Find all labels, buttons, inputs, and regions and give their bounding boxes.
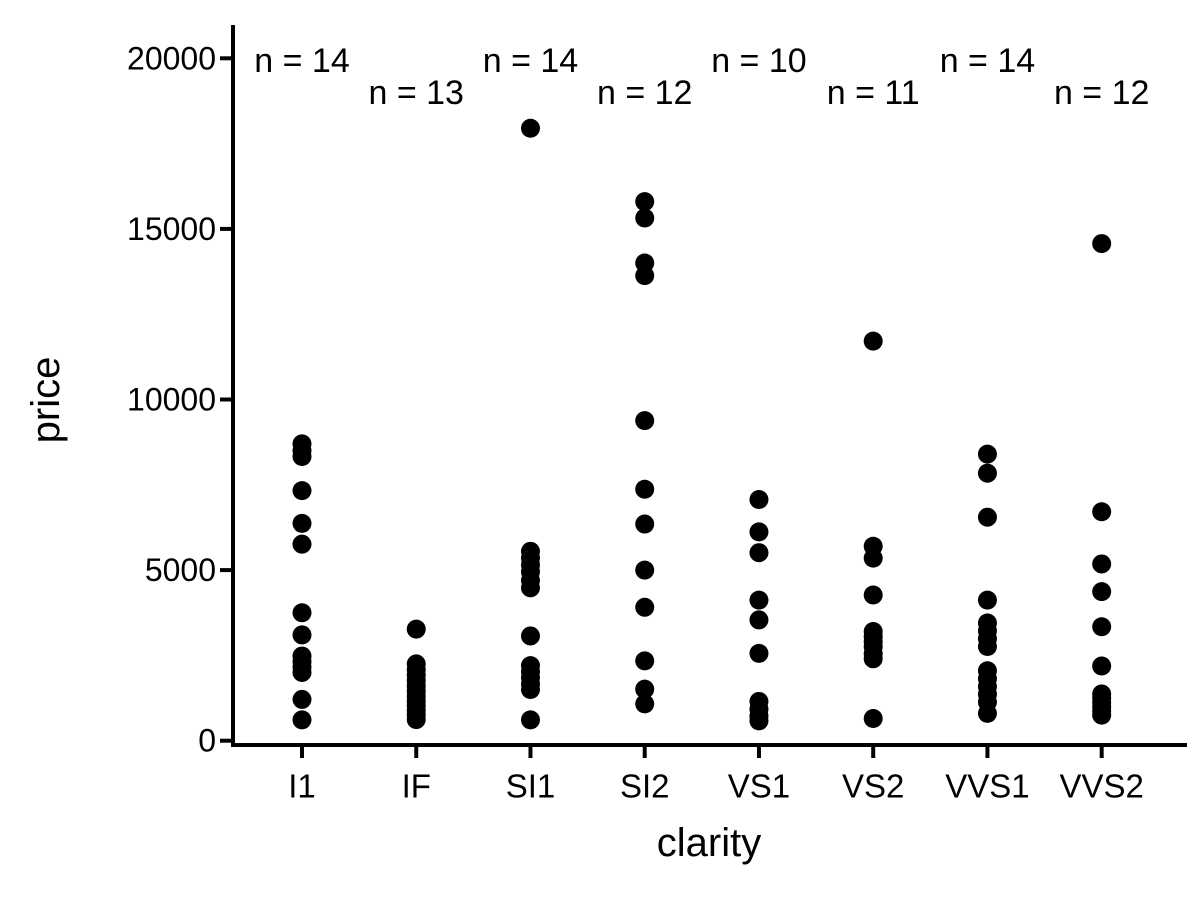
y-axis-title: price xyxy=(24,357,68,444)
data-point xyxy=(635,679,655,699)
data-point xyxy=(292,446,312,466)
count-annotation-si2: n = 12 xyxy=(597,74,692,112)
data-point xyxy=(1092,234,1112,254)
data-point xyxy=(292,513,312,533)
data-point xyxy=(635,411,655,431)
x-tick-label-i1: I1 xyxy=(288,768,316,805)
data-point xyxy=(749,643,769,663)
data-point xyxy=(863,709,883,729)
y-tick-label: 10000 xyxy=(127,382,216,418)
data-point xyxy=(635,514,655,534)
data-point xyxy=(863,649,883,669)
data-point xyxy=(635,597,655,617)
data-point xyxy=(977,507,997,527)
x-tick-label-vs2: VS2 xyxy=(842,768,904,805)
data-points xyxy=(292,118,1112,731)
data-point xyxy=(977,444,997,464)
data-point xyxy=(406,619,426,639)
data-point xyxy=(292,625,312,645)
count-annotation-vs1: n = 10 xyxy=(711,42,806,80)
data-point xyxy=(749,711,769,731)
data-point xyxy=(977,703,997,723)
data-point xyxy=(635,479,655,499)
data-point xyxy=(977,637,997,657)
x-tick-label-vs1: VS1 xyxy=(728,768,790,805)
data-point xyxy=(1092,705,1112,725)
data-point xyxy=(1092,582,1112,602)
count-annotation-if: n = 13 xyxy=(368,74,463,112)
data-point xyxy=(292,662,312,682)
count-annotation-vvs2: n = 12 xyxy=(1054,74,1149,112)
y-tick-label: 15000 xyxy=(127,211,216,247)
data-point xyxy=(749,543,769,563)
data-point xyxy=(635,560,655,580)
data-point xyxy=(977,463,997,483)
y-tick-label: 0 xyxy=(198,723,216,759)
data-point xyxy=(1092,502,1112,522)
data-point xyxy=(863,548,883,568)
data-point xyxy=(292,481,312,501)
data-point xyxy=(635,694,655,714)
x-tick-label-si2: SI2 xyxy=(620,768,670,805)
data-point xyxy=(1092,554,1112,574)
x-axis-title: clarity xyxy=(657,821,761,865)
count-annotation-si1: n = 14 xyxy=(483,42,578,80)
data-point xyxy=(635,651,655,671)
data-point xyxy=(977,590,997,610)
data-point xyxy=(292,710,312,730)
data-point xyxy=(520,578,540,598)
count-annotations: n = 14 n = 13 n = 14 n = 12 n = 10 n = 11 n = … xyxy=(254,42,1149,112)
x-tick-label-si1: SI1 xyxy=(506,768,556,805)
count-annotation-vvs1: n = 14 xyxy=(940,42,1035,80)
data-point xyxy=(1092,656,1112,676)
data-point xyxy=(292,603,312,623)
y-tick-label: 5000 xyxy=(145,552,216,588)
data-point xyxy=(520,118,540,138)
data-point xyxy=(1092,617,1112,637)
data-point xyxy=(520,626,540,646)
data-point xyxy=(749,610,769,630)
x-tick-label-vvs1: VVS1 xyxy=(945,768,1029,805)
data-point xyxy=(749,522,769,542)
data-point xyxy=(520,710,540,730)
data-point xyxy=(863,331,883,351)
data-point xyxy=(635,192,655,212)
count-annotation-i1: n = 14 xyxy=(254,42,349,80)
data-point xyxy=(635,266,655,286)
y-tick-label: 20000 xyxy=(127,40,216,76)
data-point xyxy=(749,590,769,610)
data-point xyxy=(292,689,312,709)
data-point xyxy=(520,680,540,700)
data-point xyxy=(863,585,883,605)
data-point xyxy=(406,710,426,730)
data-point xyxy=(635,208,655,228)
count-annotation-vs2: n = 11 xyxy=(827,74,920,112)
x-tick-label-vvs2: VVS2 xyxy=(1059,768,1143,805)
axes xyxy=(220,25,1187,758)
x-tick-label-if: IF xyxy=(402,768,431,805)
axis-labels: 0 5000 10000 15000 20000 I1 IF SI1 SI2 VS1 VS2 VVS1… xyxy=(127,40,1144,804)
data-point xyxy=(749,489,769,509)
data-point xyxy=(292,534,312,554)
